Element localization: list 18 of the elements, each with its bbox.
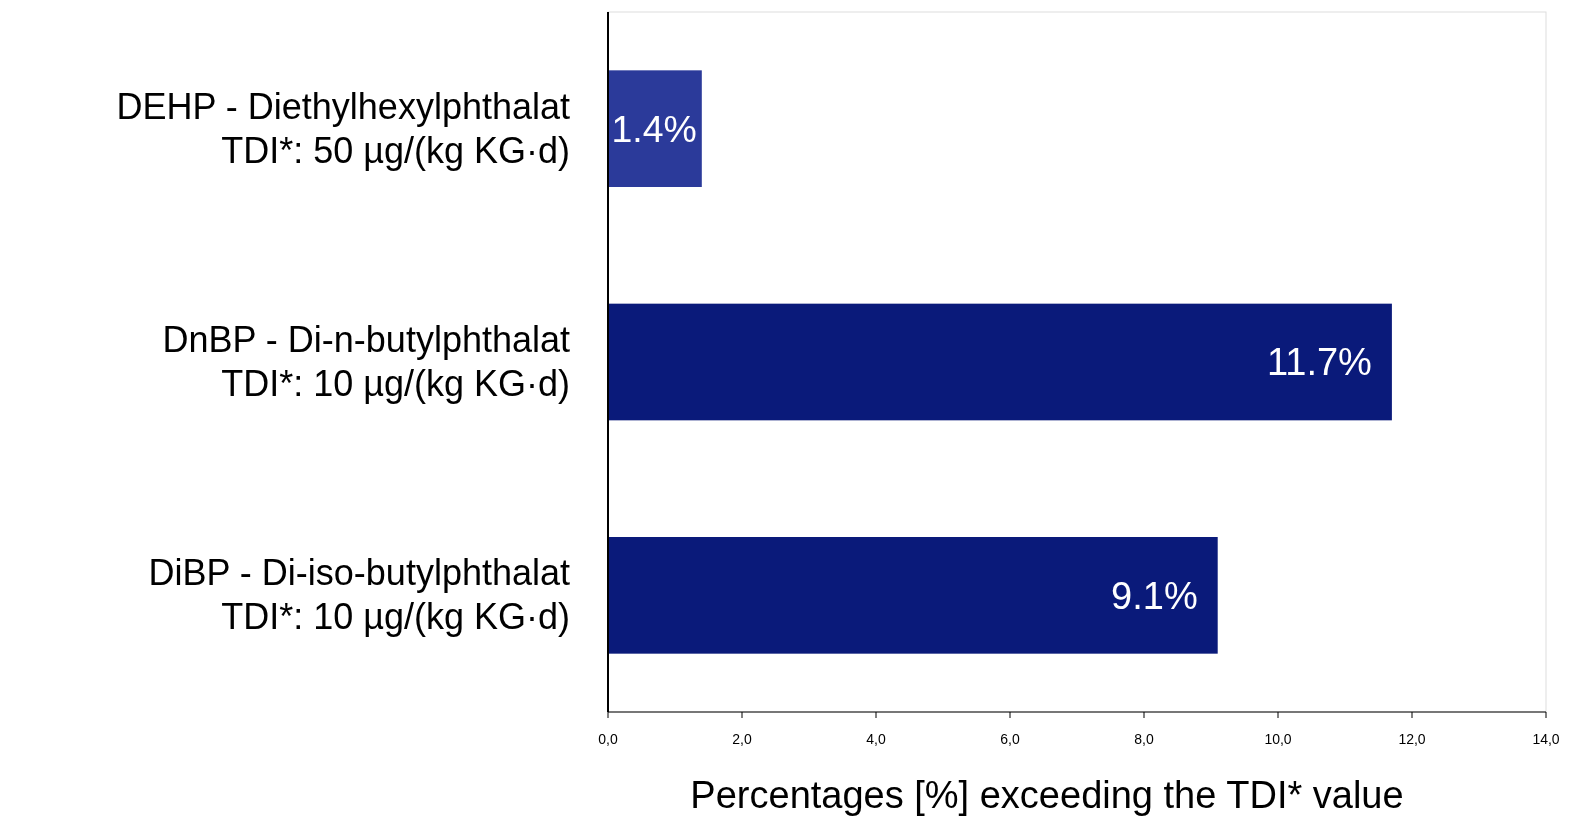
x-tick-label: 12,0 — [1398, 731, 1426, 747]
x-tick-label: 2,0 — [732, 731, 752, 747]
bar — [608, 303, 1392, 421]
y-tick-label: DiBP - Di-iso-butylphthalat TDI*: 10 µg/(kg KG·d) — [148, 552, 570, 638]
y-tick-label: DEHP - Diethylhexylphthalat TDI*: 50 µg/(kg KG·d) — [116, 85, 570, 171]
bar — [608, 70, 702, 187]
x-tick-label: 0,0 — [598, 731, 618, 747]
data-label: 9.1% — [1111, 574, 1198, 617]
x-tick-label: 4,0 — [866, 731, 886, 747]
x-tick-label: 10,0 — [1264, 731, 1292, 747]
x-axis-title: Percentages [%] exceeding the TDI* value — [690, 774, 1404, 816]
data-label: 1.4% — [611, 107, 697, 150]
bar — [608, 537, 1218, 654]
x-tick-label: 14,0 — [1532, 731, 1560, 747]
data-label: 11.7% — [1266, 341, 1372, 384]
x-tick-label: 6,0 — [1000, 731, 1020, 747]
x-tick-label: 8,0 — [1134, 731, 1154, 747]
y-tick-label: DnBP - Di-n-butylphthalat TDI*: 10 µg/(kg KG·d) — [162, 319, 570, 404]
